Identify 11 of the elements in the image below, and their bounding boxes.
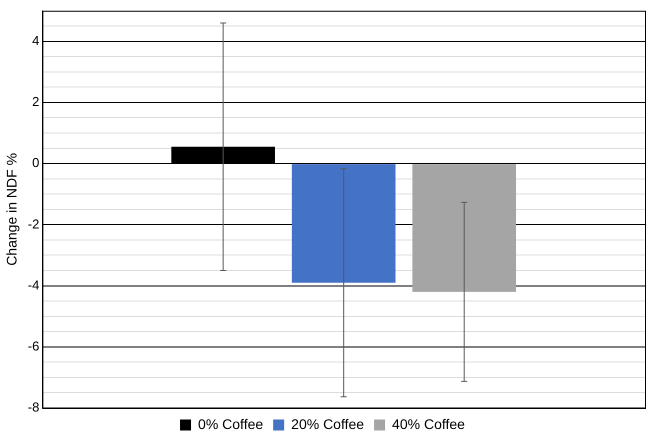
legend-label: 20% Coffee (291, 416, 364, 432)
y-tick-label: -4 (28, 277, 40, 292)
y-tick-label: 4 (32, 32, 40, 48)
y-tick-label: -6 (28, 338, 40, 354)
y-axis-title: Change in NDF % (3, 152, 20, 266)
y-tick-label: -2 (28, 216, 40, 232)
y-tick-label: 0 (32, 155, 40, 170)
legend-label: 0% Coffee (198, 416, 264, 432)
legend-label: 40% Coffee (392, 416, 466, 432)
y-tick-label: -8 (28, 400, 40, 415)
y-tick-label: 2 (32, 94, 40, 110)
